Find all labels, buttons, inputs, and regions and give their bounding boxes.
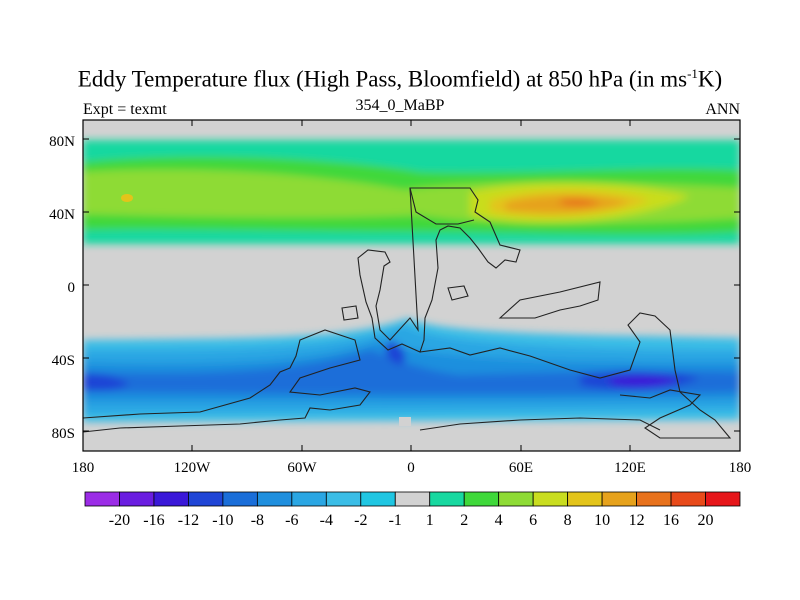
continent-outlines: [83, 187, 732, 439]
lat-label-40s: 40S: [52, 353, 75, 369]
season-label: ANN: [705, 101, 740, 118]
colorbar-label: -4: [320, 512, 333, 529]
colorbar-label: -12: [178, 512, 199, 529]
lat-label-40n: 40N: [49, 207, 75, 223]
colorbar-swatch: [636, 491, 672, 507]
colorbar-swatch: [567, 491, 603, 507]
lat-label-eq: 0: [68, 280, 76, 296]
colorbar-swatch: [291, 491, 327, 507]
longitude-labels: 180 120W 60W 0 60E 120E 180: [72, 460, 752, 476]
lon-label-0: 0: [407, 460, 415, 476]
colorbar-label: -16: [143, 512, 164, 529]
colorbar-swatch: [394, 491, 431, 507]
colorbar-label: 20: [698, 512, 714, 529]
colorbar-label: 16: [663, 512, 679, 529]
colorbar-swatch: [119, 491, 155, 507]
case-label: 354_0_MaBP: [355, 97, 445, 114]
title-end: K): [697, 66, 723, 92]
small-flux-max: [121, 194, 133, 202]
colorbar-label: 10: [594, 512, 610, 529]
lat-label-80s: 80S: [52, 426, 75, 442]
colorbar-swatch: [498, 491, 534, 507]
colorbar-swatch: [222, 491, 258, 507]
experiment-label: Expt = texmt: [83, 101, 167, 118]
title-main: Eddy Temperature flux (High Pass, Bloomf…: [77, 66, 688, 92]
colorbar-label: -2: [354, 512, 367, 529]
lon-label-60e: 60E: [509, 460, 533, 476]
colorbar-label: 1: [426, 512, 434, 529]
lon-label-60w: 60W: [287, 460, 317, 476]
colorbar-swatch: [325, 491, 362, 507]
lon-label-180w: 180: [72, 460, 95, 476]
colorbar-swatch: [84, 491, 120, 507]
colorbar-label: 4: [495, 512, 503, 529]
lon-label-120e: 120E: [614, 460, 646, 476]
map-plot-area: [83, 120, 740, 451]
latitude-labels: 80N 40N 0 40S 80S: [49, 134, 75, 442]
axis-ticks: [82, 120, 741, 451]
colorbar-label: -6: [285, 512, 298, 529]
colorbar-label: 2: [460, 512, 468, 529]
colorbar-swatch: [188, 491, 224, 507]
colorbar-label: -1: [389, 512, 402, 529]
colorbar-swatch: [670, 491, 706, 507]
plot-title: Eddy Temperature flux (High Pass, Bloomf…: [0, 66, 800, 93]
colorbar-swatch: [601, 491, 637, 507]
southern-flux-band: [83, 318, 740, 422]
colorbar-label: 8: [564, 512, 572, 529]
colorbar-label: -8: [251, 512, 264, 529]
colorbar-swatch: [705, 491, 741, 507]
lon-label-120w: 120W: [174, 460, 212, 476]
colorbar-label: -10: [212, 512, 233, 529]
colorbar-swatch: [463, 491, 500, 507]
colorbar-swatch: [429, 491, 465, 507]
title-superscript: -1: [687, 66, 698, 81]
colorbar: [84, 491, 741, 507]
lat-label-80n: 80N: [49, 134, 75, 150]
colorbar-label: 12: [629, 512, 645, 529]
lon-label-180e: 180: [729, 460, 752, 476]
colorbar-label: -20: [109, 512, 130, 529]
colorbar-swatch: [256, 491, 293, 507]
colorbar-swatch: [153, 491, 189, 507]
colorbar-swatch: [360, 491, 396, 507]
colorbar-label: 6: [529, 512, 537, 529]
colorbar-swatch: [532, 491, 569, 507]
colorbar-labels: -20 -16 -12 -10 -8 -6 -4 -2 -1 1 2 4 6 8 10 12 16 20: [109, 512, 714, 529]
grey-gap: [399, 417, 411, 426]
